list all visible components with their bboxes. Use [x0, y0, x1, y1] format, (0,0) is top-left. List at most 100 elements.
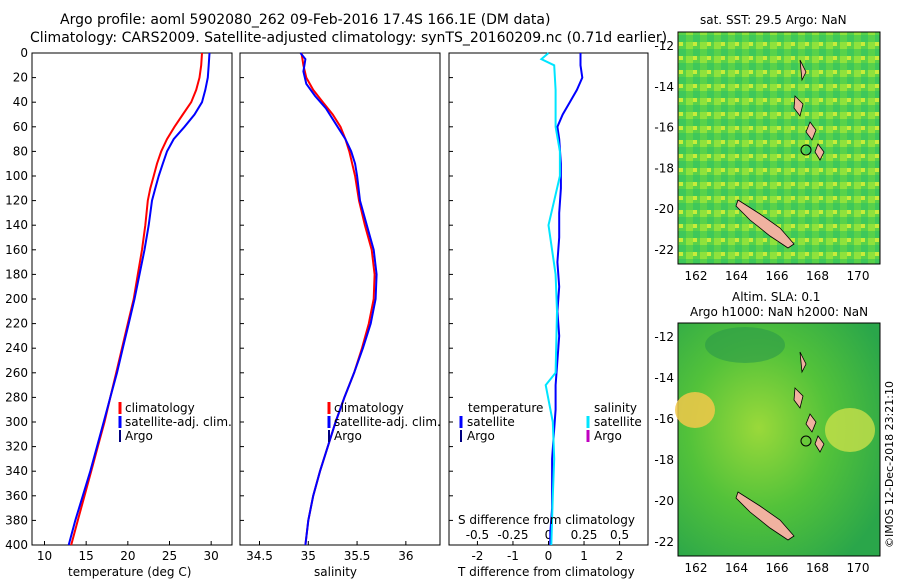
s-tick-label: -0.25	[497, 528, 528, 542]
salinity-x-axis: 34.5 35 35.5 36	[246, 541, 413, 563]
legend-t-satellite: satellite	[467, 415, 515, 429]
depth-tick-label: 40	[13, 95, 28, 109]
legend-argo: Argo	[125, 429, 153, 443]
lon-tick-label: 164	[725, 269, 748, 283]
sla-map-title-2: Argo h1000: NaN h2000: NaN	[690, 305, 868, 319]
depth-tick-label: 20	[13, 71, 28, 85]
s-tick-label: 0.5	[610, 528, 629, 542]
depth-tick-label: 80	[13, 144, 28, 158]
lon-tick-label: 162	[685, 269, 708, 283]
series-satellite-adj-clim-	[67, 52, 211, 546]
sst-coastline-new-caledonia	[735, 199, 795, 249]
lat-tick-label: -18	[654, 453, 674, 467]
lon-tick-label: 168	[806, 561, 829, 575]
legend-satellite: satellite-adj. clim.	[334, 415, 441, 429]
lat-tick-label: -22	[654, 535, 674, 549]
depth-tick-label: 160	[5, 243, 28, 257]
depth-tick-label: 100	[5, 169, 28, 183]
depth-axis: 0 20 40 60 80 100 120 140 160 180 200 220 240 260 280 3…	[5, 46, 453, 552]
sla-map	[675, 322, 881, 557]
depth-tick-label: 60	[13, 120, 28, 134]
lat-tick-label: -12	[654, 330, 674, 344]
sla-map-title-1: Altim. SLA: 0.1	[732, 290, 820, 304]
lon-tick-label: 166	[766, 269, 789, 283]
sla-anomaly-mid	[825, 408, 875, 452]
legend-satellite: satellite-adj. clim.	[125, 415, 232, 429]
lon-tick-label: 162	[685, 561, 708, 575]
salinity-xlabel: salinity	[314, 565, 357, 579]
depth-tick-label: 0	[20, 46, 28, 60]
lat-tick-label: -22	[654, 243, 674, 257]
sst-map	[677, 31, 881, 265]
series-satellite-adj-clim-	[299, 52, 378, 546]
lat-tick-label: -16	[654, 121, 674, 135]
sla-coastline-vanuatu	[793, 351, 825, 453]
depth-tick-label: 120	[5, 194, 28, 208]
sst-lat-axis: -12 -14 -16 -18 -20 -22	[654, 39, 674, 257]
x-tick-label: 20	[120, 549, 135, 563]
x-tick-label: 2	[616, 549, 624, 563]
depth-tick-label: 200	[5, 292, 28, 306]
legend-climatology: climatology	[125, 401, 195, 415]
difference-legend-salinity: salinity satellite Argo	[586, 401, 642, 443]
depth-tick-label: 400	[5, 538, 28, 552]
series-s-satellite	[539, 52, 561, 546]
x-tick-label: 25	[162, 549, 177, 563]
salinity-legend: climatology satellite-adj. clim. Argo	[327, 401, 441, 443]
series-t-satellite	[549, 53, 584, 545]
header-line-2: Climatology: CARS2009. Satellite-adjuste…	[30, 30, 667, 46]
sst-map-title: sat. SST: 29.5 Argo: NaN	[700, 13, 847, 27]
difference-lines	[539, 52, 584, 546]
temperature-xlabel: temperature (deg C)	[68, 565, 191, 579]
sst-argo-position	[800, 144, 812, 156]
x-tick-label: 0	[545, 549, 553, 563]
sst-lon-axis: 162 164 166 168 170	[685, 269, 870, 283]
difference-panel	[448, 52, 649, 546]
lat-tick-label: -14	[654, 371, 674, 385]
depth-tick-label: 140	[5, 218, 28, 232]
depth-tick-label: 280	[5, 390, 28, 404]
legend-s-argo: Argo	[594, 429, 622, 443]
difference-legend-temperature: temperature satellite Argo	[459, 401, 543, 443]
legend-s-satellite: satellite	[594, 415, 642, 429]
sla-argo-position	[800, 435, 812, 447]
legend-heading-salinity: salinity	[594, 401, 637, 415]
temperature-lines	[67, 52, 211, 546]
sst-map-field	[677, 31, 881, 265]
x-tick-label: 34.5	[246, 549, 273, 563]
sla-anomaly-low	[705, 327, 785, 363]
sla-coastline-new-caledonia	[735, 491, 795, 541]
x-tick-label: 30	[204, 549, 219, 563]
x-tick-label: 10	[37, 549, 52, 563]
legend-heading-temperature: temperature	[468, 401, 543, 415]
depth-tick-label: 340	[5, 464, 28, 478]
header-line-1: Argo profile: aoml 5902080_262 09-Feb-20…	[60, 12, 550, 28]
x-tick-label: 36	[398, 549, 413, 563]
lat-tick-label: -12	[654, 39, 674, 53]
t-difference-x-axis: -2 -1 0 1 2	[471, 541, 623, 563]
temperature-x-axis: 10 15 20 25 30	[37, 541, 219, 563]
sla-anomaly-high	[675, 392, 715, 428]
depth-tick-label: 240	[5, 341, 28, 355]
depth-tick-label: 300	[5, 415, 28, 429]
s-difference-xlabel: S difference from climatology	[458, 513, 635, 527]
legend-t-argo: Argo	[467, 429, 495, 443]
s-tick-label: -0.5	[466, 528, 489, 542]
depth-tick-label: 260	[5, 366, 28, 380]
legend-argo: Argo	[334, 429, 362, 443]
lon-tick-label: 170	[847, 269, 870, 283]
sla-lon-axis: 162 164 166 168 170	[685, 561, 870, 575]
temperature-legend: climatology satellite-adj. clim. Argo	[118, 401, 232, 443]
x-tick-label: 35	[301, 549, 316, 563]
lat-tick-label: -18	[654, 161, 674, 175]
lat-tick-label: -20	[654, 494, 674, 508]
depth-tick-label: 220	[5, 317, 28, 331]
salinity-lines	[299, 52, 378, 546]
x-tick-label: 1	[580, 549, 588, 563]
x-tick-label: 35.5	[344, 549, 371, 563]
sla-lat-axis: -12 -14 -16 -18 -20 -22	[654, 330, 674, 549]
lon-tick-label: 168	[806, 269, 829, 283]
lat-tick-label: -20	[654, 202, 674, 216]
x-tick-label: -1	[507, 549, 519, 563]
